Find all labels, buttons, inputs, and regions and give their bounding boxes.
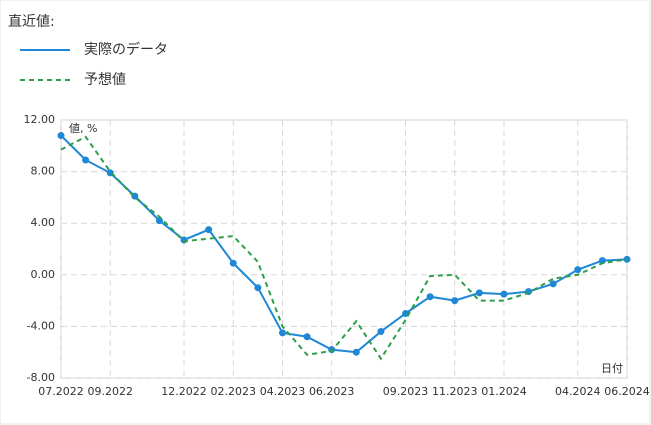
legend-label: 実際のデータ <box>84 41 168 58</box>
data-point <box>352 348 360 356</box>
y-tick-label: 4.00 <box>31 216 56 229</box>
x-tick-label: 09.2023 <box>383 385 429 398</box>
data-point <box>475 289 483 297</box>
x-tick-label: 06.2023 <box>309 385 355 398</box>
x-axis-label: 日付 <box>601 362 623 375</box>
data-point <box>598 257 606 265</box>
data-point <box>500 290 508 298</box>
x-tick-label: 09.2022 <box>87 385 133 398</box>
data-point <box>303 333 311 341</box>
data-point <box>229 259 237 267</box>
series-line <box>60 135 628 361</box>
data-point <box>205 226 213 234</box>
series-line <box>60 134 628 354</box>
data-point <box>155 217 163 225</box>
x-tick-label: 04.2023 <box>260 385 306 398</box>
data-point <box>82 156 90 164</box>
plot-area <box>60 119 628 379</box>
x-tick-label: 12.2022 <box>161 385 207 398</box>
x-tick-label: 01.2024 <box>481 385 527 398</box>
data-point <box>278 329 286 337</box>
data-point <box>451 297 459 305</box>
legend-label: 予想値 <box>84 72 126 88</box>
data-point <box>377 328 385 336</box>
data-point <box>549 280 557 288</box>
y-tick-label: 8.00 <box>31 165 56 178</box>
y-tick-label: -8.00 <box>27 371 55 384</box>
y-tick-label: 12.00 <box>24 113 56 126</box>
x-tick-label: 11.2023 <box>432 385 478 398</box>
data-point <box>57 131 65 139</box>
y-tick-label: -4.00 <box>27 319 55 332</box>
x-tick-label: 02.2023 <box>211 385 257 398</box>
data-point <box>426 293 434 301</box>
data-point <box>574 266 582 274</box>
legend-title: 直近値: <box>8 13 55 30</box>
y-axis-label: 値, % <box>69 122 97 135</box>
y-tick-label: 0.00 <box>31 268 56 281</box>
x-tick-label: 06.2024 <box>604 385 650 398</box>
data-point <box>254 284 262 292</box>
x-tick-label: 07.2022 <box>38 385 84 398</box>
x-tick-label: 04.2024 <box>555 385 601 398</box>
